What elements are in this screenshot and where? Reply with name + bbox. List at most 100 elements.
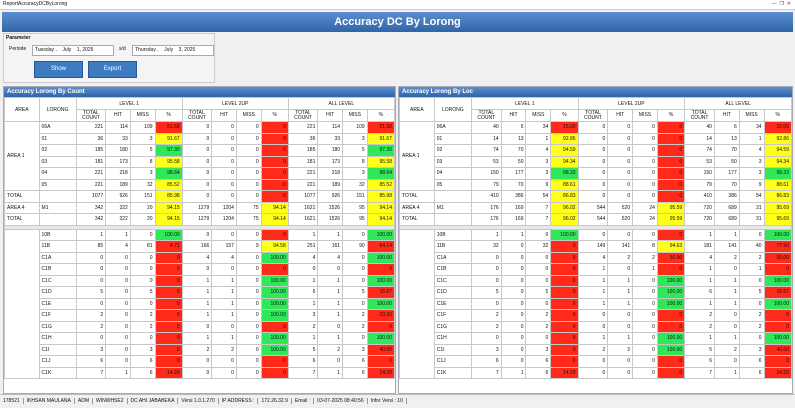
- data-row[interactable]: AREA 1 06A 40 6 34 15.00 0 0 0 0 40 6 34 15.00: [399, 121, 792, 191]
- number-cell: 0: [317, 355, 344, 368]
- data-row[interactable]: C1J 6 0 6 0 0 0 0 0 6 0 6 0: [400, 355, 792, 368]
- data-row[interactable]: C1A 0 0 0 0 4 2 2 50.00 4 2 2 50.00: [400, 251, 792, 264]
- data-row[interactable]: C1K 7 1 6 14.29 0 0 0 0 7 1 6 14.29: [5, 366, 395, 379]
- data-row[interactable]: 02 74 70 4 94.59 0 0 0 0 74 70 4 94.59: [400, 144, 792, 157]
- number-cell: 1: [684, 274, 715, 287]
- data-row[interactable]: 02 185 180 5 97.30 0 0 0 0 185 180 5 97.30: [5, 144, 395, 157]
- percent-cell: 0: [550, 343, 579, 356]
- number-cell: 0: [713, 320, 740, 333]
- number-cell: 1: [713, 332, 740, 345]
- area-cell: TOTAL: [399, 213, 435, 226]
- data-row[interactable]: C1D 5 0 5 0 1 1 0 100.00 6 1 5 16.67: [400, 286, 792, 299]
- percent-cell: 98.33: [763, 167, 792, 180]
- lorong-cell: 02: [38, 144, 77, 157]
- lorong-cell: C1F: [38, 309, 77, 322]
- data-row[interactable]: 05 221 189 32 85.52 0 0 0 0 221 189 32 85.52: [5, 178, 395, 191]
- data-row[interactable]: C1H 0 0 0 0 1 1 0 100.00 1 1 0 100.00: [400, 332, 792, 345]
- number-cell: 54: [525, 190, 552, 203]
- number-cell: 1: [211, 274, 237, 287]
- percent-cell: 0: [550, 309, 579, 322]
- area-cell: [4, 228, 40, 379]
- number-cell: 95: [342, 201, 368, 214]
- date-to[interactable]: Thursday , July 3, 2025: [132, 45, 214, 56]
- number-cell: 0: [211, 155, 237, 168]
- data-row[interactable]: 11B 32 0 32 0 149 141 8 94.63 181 141 40 77.90: [400, 240, 792, 253]
- show-button[interactable]: Show: [34, 61, 83, 78]
- data-row[interactable]: 04 221 218 3 98.64 0 0 0 0 221 218 3 98.64: [5, 167, 395, 180]
- data-row[interactable]: TOTAL 1077 926 151 85.98 0 0 0 0 1077 926 151 85.98: [4, 190, 395, 203]
- number-cell: 176: [470, 213, 502, 226]
- data-row[interactable]: 01 36 33 3 91.67 0 0 0 0 36 33 3 91.67: [5, 132, 395, 145]
- data-row[interactable]: C1B 0 0 0 0 0 0 0 0 0 0 0 0: [5, 263, 395, 276]
- data-row[interactable]: C1G 2 0 2 0 0 0 0 0 2 0 2 0: [5, 320, 395, 333]
- number-cell: 1: [181, 297, 213, 310]
- data-row[interactable]: C1C 0 0 0 0 1 1 0 100.00 1 1 0 100.00: [5, 274, 395, 287]
- data-row[interactable]: C1J 6 0 6 0 0 0 0 0 6 0 6 0: [5, 355, 395, 368]
- number-cell: 169: [500, 201, 527, 214]
- data-row[interactable]: AREA 4 M1 342 322 20 94.15 1279 1204 75 94.14 1621…: [4, 201, 395, 214]
- data-row[interactable]: C1E 0 0 0 0 1 1 0 100.00 1 1 0 100.00: [5, 297, 395, 310]
- data-row[interactable]: C1D 5 0 5 0 1 1 0 100.00 6 1 5 16.67: [5, 286, 395, 299]
- number-cell: 109: [129, 121, 156, 134]
- data-row[interactable]: C1I 3 0 3 0 2 2 0 100.00 5 2 3 40.00: [5, 343, 395, 356]
- data-row[interactable]: C1G 2 0 2 0 0 0 0 0 2 0 2 0: [400, 320, 792, 333]
- number-cell: 0: [235, 263, 262, 276]
- number-cell: 4: [577, 251, 609, 264]
- sub-header: MISS: [235, 109, 262, 122]
- percent-cell: 94.34: [763, 155, 792, 168]
- data-row[interactable]: 10B 1 1 0 100.00 0 0 0 0 1 1 0 100.00: [4, 228, 395, 379]
- data-row[interactable]: C1I 3 0 3 0 2 2 0 100.00 5 2 3 40.00: [400, 343, 792, 356]
- number-cell: 0: [632, 144, 658, 157]
- number-cell: 1: [607, 332, 634, 345]
- data-row[interactable]: C1C 0 0 0 0 1 1 0 100.00 1 1 0 100.00: [400, 274, 792, 287]
- data-row[interactable]: C1A 0 0 0 0 4 4 0 100.00 4 4 0 100.00: [5, 251, 395, 264]
- data-row[interactable]: AREA 4 M1 176 169 7 96.02 544 520 24 95.59 720 689 3…: [399, 201, 792, 214]
- percent-cell: 0: [550, 263, 579, 276]
- number-cell: 2: [211, 343, 237, 356]
- number-cell: 386: [713, 190, 740, 203]
- data-row[interactable]: 05 79 70 9 88.61 0 0 0 0 79 70 9 88.61: [400, 178, 792, 191]
- number-cell: 5: [342, 144, 368, 157]
- number-cell: 4: [738, 144, 765, 157]
- data-row[interactable]: 01 14 13 1 92.86 0 0 0 0 14 13 1 92.86: [400, 132, 792, 145]
- data-row[interactable]: C1K 7 1 6 14.29 0 0 0 0 7 1 6 14.29: [400, 366, 792, 379]
- data-row[interactable]: AREA 1 06A 221 114 109 51.58 0 0 0 0 221 114 109 51.5…: [4, 121, 395, 191]
- number-cell: 0: [181, 121, 213, 134]
- export-button[interactable]: Export: [88, 61, 137, 78]
- number-cell: 36: [75, 132, 107, 145]
- data-row[interactable]: C1E 0 0 0 0 1 1 0 100.00 1 1 0 100.00: [400, 297, 792, 310]
- number-cell: 1: [317, 228, 344, 241]
- percent-cell: 86.83: [763, 190, 792, 203]
- number-cell: 1: [75, 228, 107, 241]
- data-row[interactable]: C1B 0 0 0 0 1 0 1 0 1 0 1 0: [400, 263, 792, 276]
- data-row[interactable]: C1H 0 0 0 0 1 1 0 100.00 1 1 0 100.00: [5, 332, 395, 345]
- lorong-cell: 01: [38, 132, 77, 145]
- data-row[interactable]: C1F 2 0 2 0 1 1 0 100.00 3 1 2 33.33: [5, 309, 395, 322]
- number-cell: 6: [129, 355, 156, 368]
- data-row[interactable]: 11B 85 4 81 4.71 166 157 9 94.58 251 161 90 64.14: [5, 240, 395, 253]
- date-from[interactable]: Tuesday , July 1, 2025: [32, 45, 114, 56]
- percent-cell: 100.00: [260, 309, 289, 322]
- number-cell: 1: [713, 297, 740, 310]
- data-row[interactable]: TOTAL 410 386 54 86.83 0 0 0 0 410 386 54 86.83: [399, 190, 792, 203]
- data-row[interactable]: TOTAL 176 169 7 96.02 544 520 24 95.59 720 689 31 95…: [399, 213, 792, 226]
- status-item: Infor Versi : 10: [367, 398, 407, 404]
- number-cell: 1: [317, 366, 344, 379]
- number-cell: 31: [738, 201, 765, 214]
- data-row[interactable]: TOTAL 342 322 20 94.15 1279 1204 75 94.14 1621 152…: [4, 213, 395, 226]
- number-cell: 2: [632, 251, 658, 264]
- data-row[interactable]: 03 53 50 3 94.34 0 0 0 0 53 50 3 94.34: [400, 155, 792, 168]
- sub-header: TOTAL COUNT: [75, 109, 107, 122]
- percent-cell: 100.00: [763, 274, 792, 287]
- number-cell: 1279: [181, 201, 213, 214]
- lorong-cell: 06A: [433, 121, 472, 134]
- number-cell: 0: [75, 332, 107, 345]
- data-row[interactable]: C1F 2 0 2 0 0 0 0 0 2 0 2 0: [400, 309, 792, 322]
- number-cell: 1: [684, 332, 715, 345]
- data-row[interactable]: 03 181 173 8 95.58 0 0 0 0 181 173 8 95.58: [5, 155, 395, 168]
- lorong-cell: 06A: [38, 121, 77, 134]
- percent-cell: 0: [656, 178, 686, 191]
- data-row[interactable]: 04 150 177 3 98.33 0 0 0 0 150 177 3 98.33: [400, 167, 792, 180]
- window-buttons[interactable]: — ❐ ✕: [771, 1, 791, 7]
- data-row[interactable]: 10B 1 1 0 100.00 0 0 0 0 1 1 0 100.00: [399, 228, 792, 379]
